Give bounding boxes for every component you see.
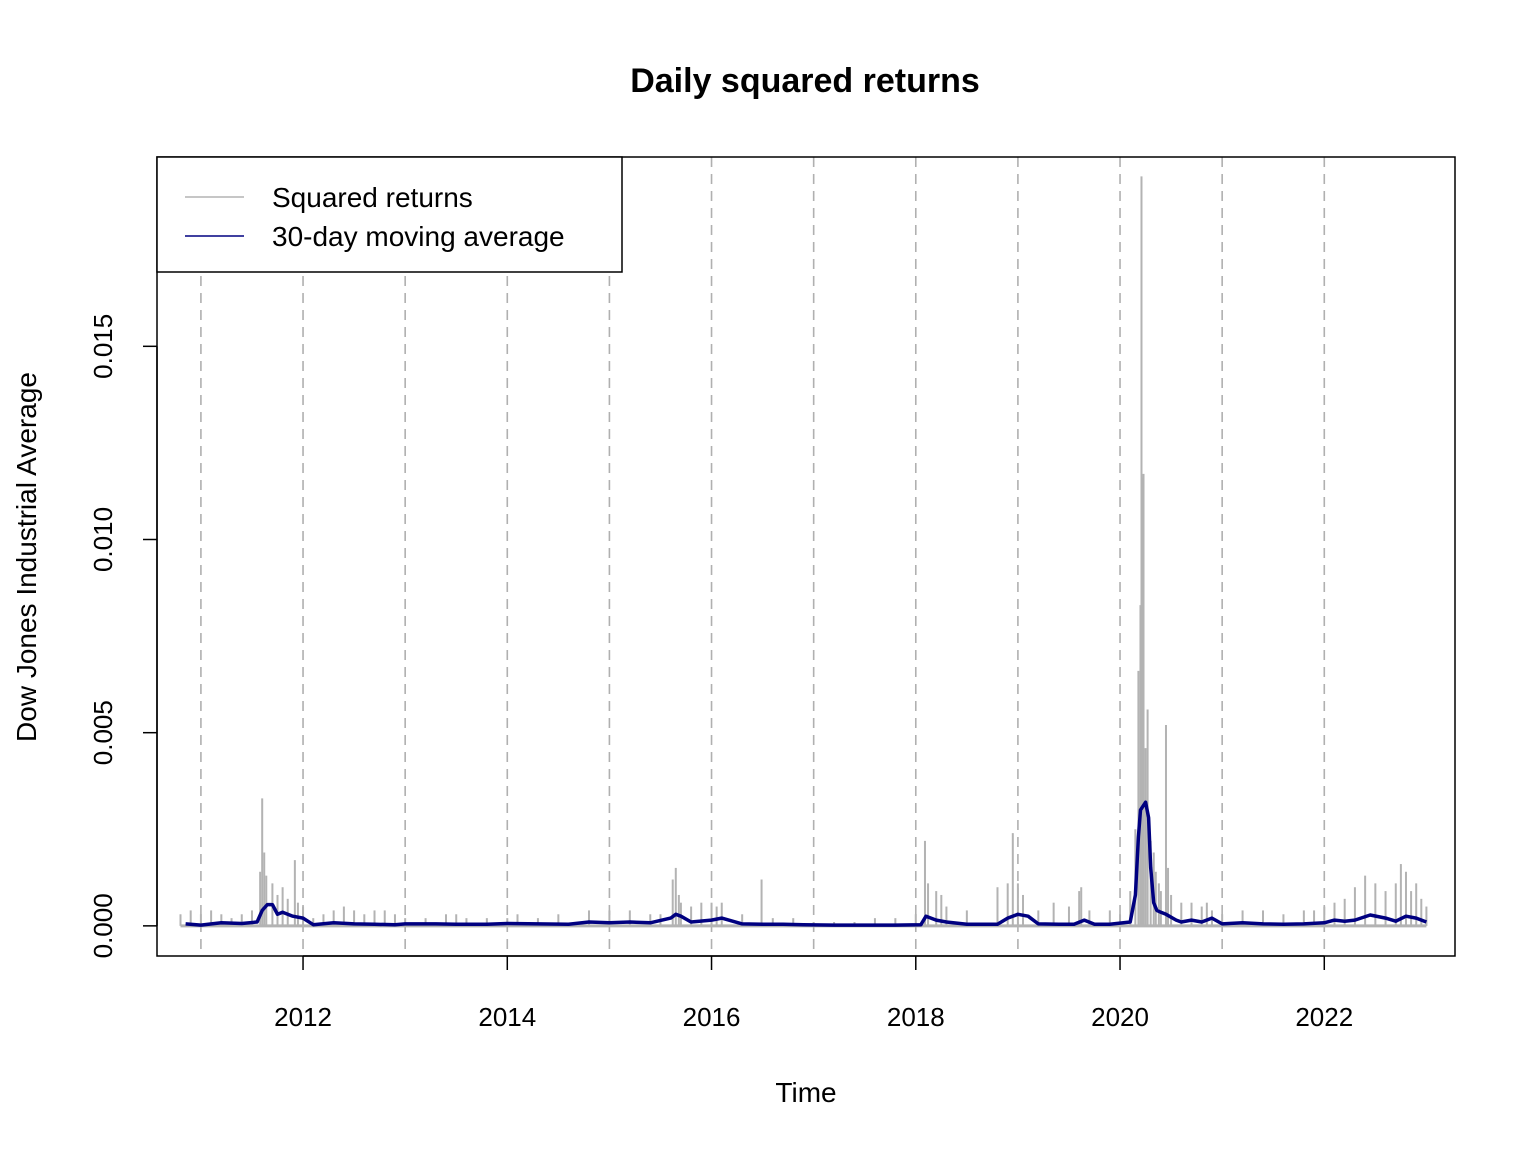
moving-average-series (185, 800, 1428, 927)
y-tick-label: 0.015 (88, 314, 118, 379)
x-tick-label: 2022 (1295, 1002, 1353, 1032)
y-tick-label: 0.000 (88, 893, 118, 958)
x-tick-label: 2014 (478, 1002, 536, 1032)
x-axis-title: Time (775, 1077, 836, 1108)
x-axis: 2012 2014 2016 2018 2020 2022 (274, 955, 1353, 1032)
vertical-reference-lines (200, 157, 1326, 956)
x-tick-label: 2012 (274, 1002, 332, 1032)
x-tick-label: 2020 (1091, 1002, 1149, 1032)
x-tick-label: 2016 (683, 1002, 741, 1032)
moving-average-line (185, 800, 1428, 927)
legend-label-moving-average: 30-day moving average (272, 221, 565, 252)
legend-box (156, 156, 623, 273)
squared-returns-series (179, 176, 1428, 928)
chart-title: Daily squared returns (630, 62, 980, 100)
y-axis-title: Dow Jones Industrial Average (11, 372, 42, 742)
x-tick-label: 2018 (887, 1002, 945, 1032)
y-axis: 0.000 0.005 0.010 0.015 (88, 314, 158, 958)
y-tick-label: 0.005 (88, 700, 118, 765)
y-tick-label: 0.010 (88, 507, 118, 572)
plot-frame (156, 156, 1456, 957)
legend: Squared returns 30-day moving average (156, 156, 623, 273)
legend-label-squared-returns: Squared returns (272, 182, 473, 213)
